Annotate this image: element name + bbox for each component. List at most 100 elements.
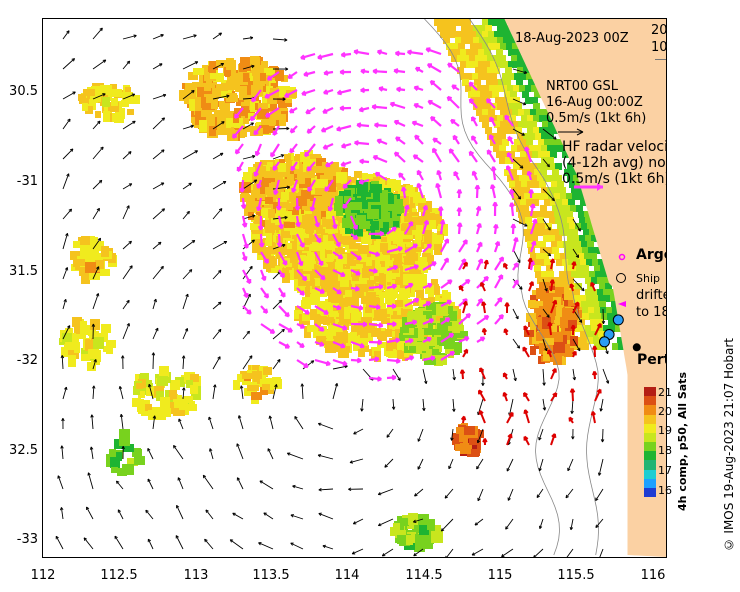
sst-cell: [567, 320, 577, 328]
sst-cell: [300, 249, 307, 258]
sst-cell: [539, 181, 546, 188]
sst-cell: [564, 169, 571, 176]
gsl-vector-head: [565, 494, 569, 499]
sst-cell: [476, 109, 483, 116]
radar-vector-head: [318, 260, 324, 267]
sst-cell: [428, 285, 434, 297]
sst-cell: [560, 253, 567, 260]
radar-vector-head: [241, 222, 248, 228]
sst-cell: [472, 61, 479, 68]
radar-vector-head: [257, 225, 264, 231]
radar-vector-head: [465, 278, 471, 285]
sst-cell: [467, 447, 479, 457]
gsl-vector-head: [286, 126, 290, 131]
map-panel[interactable]: 18-Aug-2023 00Z 200m 1000m NRT00 GSL 16-…: [42, 18, 667, 558]
sst-cell: [597, 277, 604, 284]
sst-cell: [538, 323, 545, 330]
legend-ship: Ship: [636, 272, 660, 285]
sst-cell: [446, 19, 453, 26]
sst-cell: [550, 151, 557, 158]
gsl-vector-head: [222, 180, 227, 185]
sst-cell: [244, 99, 254, 110]
gsl-vector: [182, 125, 194, 130]
gsl-vector-head: [352, 521, 357, 525]
sst-cell: [257, 78, 265, 86]
gsl-vector-head: [521, 132, 525, 136]
sst-cell: [193, 68, 204, 75]
radar-vector-head: [340, 142, 347, 149]
radar-vector-head: [391, 283, 398, 290]
sst-cell: [476, 43, 483, 50]
sst-cell: [530, 211, 537, 218]
radar-vector-head: [391, 321, 397, 327]
sst-cell: [566, 193, 573, 200]
sst-cell: [339, 191, 346, 199]
sst-cell: [137, 401, 148, 412]
sst-cell: [267, 94, 275, 104]
radar-vector-head: [426, 336, 432, 343]
radar-vector-head: [396, 86, 402, 93]
gsl-vector-head: [282, 97, 286, 101]
gsl-vector: [392, 398, 395, 410]
radar-vector-head: [529, 203, 536, 209]
sst-cell: [516, 79, 523, 86]
sst-cell: [547, 229, 554, 236]
gsl-vector: [242, 266, 253, 280]
gsl-vector-head: [57, 475, 61, 479]
warm-vector-head: [463, 348, 469, 354]
radar-vector-head: [304, 151, 310, 158]
sst-cell: [573, 175, 580, 182]
sst-cell: [388, 217, 399, 227]
gsl-vector-head: [353, 431, 357, 435]
sst-cell: [440, 19, 447, 26]
radar-vector-head: [391, 374, 397, 381]
sst-cell: [484, 49, 491, 56]
sst-cell: [433, 315, 440, 321]
sst-cell: [264, 171, 276, 178]
sst-cell: [565, 229, 572, 236]
gsl-vector-head: [601, 320, 606, 325]
sst-cell: [491, 37, 498, 44]
gsl-vector: [152, 266, 164, 280]
radar-vector-head: [335, 242, 341, 248]
gsl-vector: [212, 241, 228, 250]
gsl-vector-head: [182, 387, 186, 391]
sst-cell: [576, 205, 583, 212]
gsl-vector: [152, 94, 167, 100]
y-tick: -31: [16, 174, 38, 189]
sst-cell: [604, 295, 611, 302]
gsl-vector-head: [119, 413, 124, 418]
x-tick: 114: [334, 568, 360, 583]
radar-vector-head: [416, 182, 422, 188]
radar-vector: [314, 305, 329, 315]
radar-scale: 0.5m/s (1kt 6h): [562, 171, 667, 187]
gsl-vector-head: [175, 535, 179, 539]
sst-cell: [239, 63, 247, 72]
sst-cell: [404, 233, 413, 239]
gsl-vector-head: [277, 359, 281, 363]
sst-cell: [600, 265, 607, 272]
radar-vector-head: [358, 305, 364, 311]
sst-cell: [289, 192, 296, 202]
sst-cell: [395, 530, 406, 538]
sst-cell: [575, 337, 582, 344]
radar-vector-head: [507, 135, 513, 142]
gsl-vector: [452, 398, 455, 412]
radar-vector-head: [336, 126, 342, 132]
sst-cell: [530, 346, 536, 355]
sst-cell: [310, 154, 321, 162]
sst-cell: [148, 410, 160, 420]
sst-cell: [570, 205, 577, 212]
gsl-vector-head: [87, 472, 91, 476]
sst-cell: [618, 343, 625, 350]
sst-cell: [316, 158, 326, 166]
sst-cell: [267, 177, 275, 183]
radar-vector-head: [320, 274, 326, 281]
sst-cell: [585, 277, 592, 284]
sst-cell: [586, 295, 593, 302]
sst-cell: [173, 399, 183, 408]
gsl-vector-head: [153, 298, 157, 303]
gsl-vector: [204, 538, 214, 550]
sst-cell: [430, 239, 441, 248]
sst-cell: [573, 289, 580, 296]
